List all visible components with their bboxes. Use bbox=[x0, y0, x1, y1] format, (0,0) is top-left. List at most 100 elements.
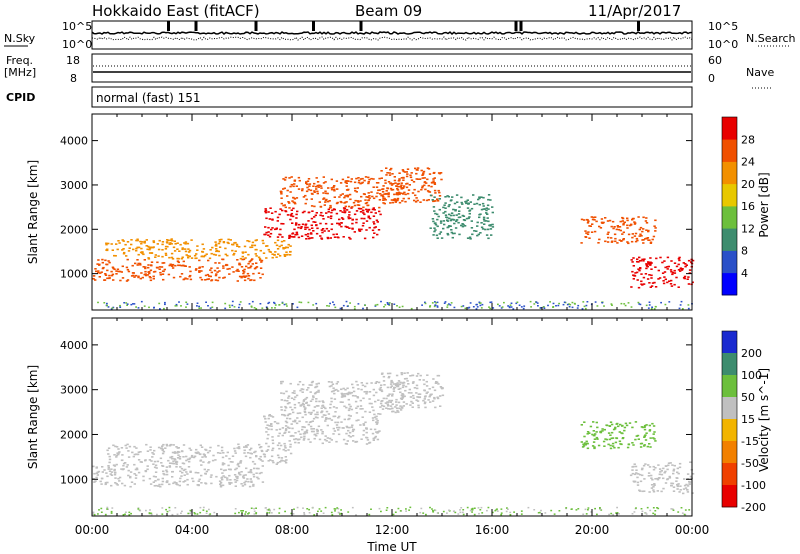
echo-cell bbox=[354, 190, 357, 192]
echo-cell bbox=[276, 236, 280, 238]
ground-scatter-cell bbox=[351, 506, 354, 509]
echo-cell bbox=[450, 199, 453, 201]
echo-cell bbox=[642, 260, 645, 262]
echo-cell bbox=[349, 392, 352, 395]
echo-cell bbox=[407, 392, 411, 394]
echo-cell bbox=[242, 269, 245, 272]
echo-cell bbox=[327, 413, 331, 415]
ground-scatter-cell bbox=[496, 510, 499, 512]
echo-cell bbox=[301, 416, 304, 419]
echo-cell bbox=[348, 407, 351, 410]
echo-cell bbox=[384, 179, 387, 182]
echo-cell bbox=[127, 456, 131, 458]
ground-scatter-cell bbox=[688, 509, 691, 511]
echo-cell bbox=[280, 197, 283, 199]
echo-cell bbox=[368, 195, 371, 197]
ground-scatter-cell bbox=[273, 301, 275, 304]
echo-cell bbox=[298, 223, 301, 226]
echo-cell bbox=[231, 455, 235, 457]
echo-cell bbox=[184, 277, 187, 279]
echo-cell bbox=[201, 243, 204, 246]
echo-cell bbox=[401, 169, 405, 171]
echo-cell bbox=[421, 185, 424, 187]
echo-cell bbox=[165, 443, 168, 446]
echo-cell bbox=[650, 268, 653, 270]
echo-cell bbox=[149, 247, 152, 250]
echo-cell bbox=[401, 407, 404, 409]
echo-cell bbox=[607, 231, 610, 234]
echo-cell bbox=[202, 255, 205, 258]
echo-cell bbox=[144, 267, 147, 270]
echo-cell bbox=[482, 208, 485, 210]
echo-cell bbox=[149, 446, 152, 448]
echo-cell bbox=[282, 188, 285, 190]
echo-cell bbox=[313, 392, 317, 395]
echo-cell bbox=[276, 248, 280, 250]
echo-cell bbox=[187, 251, 191, 253]
echo-cell bbox=[631, 472, 635, 475]
echo-cell bbox=[301, 223, 305, 226]
echo-cell bbox=[196, 451, 200, 453]
echo-cell bbox=[171, 457, 174, 460]
echo-cell bbox=[665, 465, 668, 467]
echo-cell bbox=[146, 274, 150, 276]
echo-cell bbox=[284, 420, 288, 423]
ground-scatter-cell bbox=[353, 305, 356, 308]
echo-cell bbox=[662, 487, 665, 490]
echo-cell bbox=[190, 257, 194, 259]
ground-scatter-cell bbox=[245, 511, 247, 513]
echo-cell bbox=[599, 227, 603, 229]
echo-cell bbox=[367, 182, 370, 185]
echo-cell bbox=[316, 181, 320, 183]
echo-cell bbox=[252, 483, 255, 486]
echo-cell bbox=[165, 473, 169, 476]
echo-cell bbox=[210, 252, 213, 255]
echo-cell bbox=[406, 173, 409, 175]
echo-cell bbox=[361, 384, 365, 387]
echo-cell bbox=[341, 427, 344, 429]
echo-cell bbox=[615, 423, 618, 425]
echo-cell bbox=[376, 432, 379, 434]
echo-cell bbox=[137, 262, 140, 265]
ground-scatter-cell bbox=[362, 307, 364, 310]
echo-cell bbox=[667, 464, 670, 467]
nave-tick-low: 0 bbox=[708, 72, 715, 85]
echo-cell bbox=[117, 477, 120, 480]
echo-cell bbox=[636, 258, 639, 260]
echo-cell bbox=[168, 465, 171, 467]
ground-scatter-cell bbox=[654, 513, 656, 516]
echo-cell bbox=[640, 283, 643, 285]
echo-cell bbox=[629, 224, 633, 226]
echo-cell bbox=[198, 270, 201, 272]
echo-cell bbox=[340, 388, 343, 391]
echo-cell bbox=[347, 180, 350, 182]
echo-cell bbox=[288, 427, 291, 429]
echo-cell bbox=[586, 433, 589, 435]
echo-cell bbox=[267, 234, 270, 236]
echo-cell bbox=[617, 425, 620, 428]
ground-scatter-cell bbox=[503, 301, 505, 304]
echo-cell bbox=[186, 278, 189, 280]
echo-cell bbox=[314, 416, 318, 418]
echo-cell bbox=[465, 217, 469, 220]
echo-cell bbox=[370, 382, 373, 384]
echo-cell bbox=[315, 188, 318, 190]
echo-cell bbox=[379, 193, 382, 195]
noise-search-label: N.Search bbox=[746, 32, 796, 45]
ground-scatter-cell bbox=[565, 507, 568, 509]
echo-cell bbox=[364, 385, 367, 388]
echo-cell bbox=[261, 450, 264, 453]
echo-cell bbox=[350, 178, 353, 180]
echo-cell bbox=[321, 416, 324, 418]
echo-cell bbox=[239, 461, 242, 463]
echo-cell bbox=[228, 267, 231, 270]
ground-scatter-cell bbox=[507, 508, 509, 510]
echo-cell bbox=[261, 465, 264, 467]
echo-cell bbox=[662, 282, 666, 285]
echo-cell bbox=[397, 191, 401, 194]
echo-cell bbox=[153, 466, 157, 469]
echo-cell bbox=[248, 240, 251, 243]
echo-cell bbox=[475, 202, 479, 205]
ground-scatter-cell bbox=[512, 308, 515, 310]
echo-cell bbox=[304, 224, 307, 226]
